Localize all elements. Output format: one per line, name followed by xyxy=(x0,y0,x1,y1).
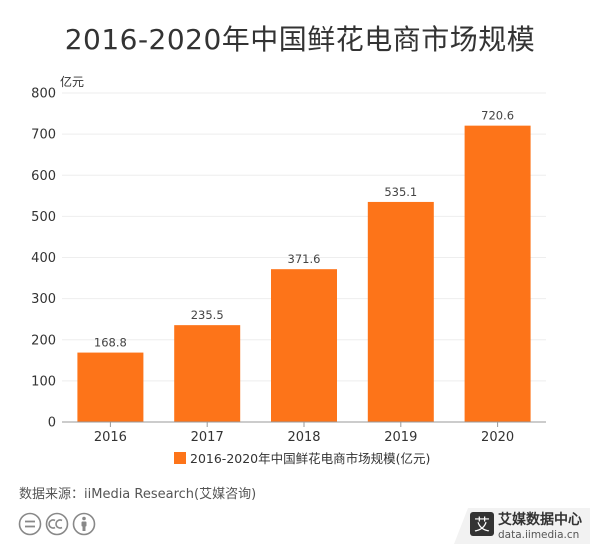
x-tick-label: 2018 xyxy=(287,430,320,445)
legend-label: 2016-2020年中国鲜花电商市场规模(亿元) xyxy=(190,451,430,466)
x-axis-ticks: 2016 2017 2018 2019 2020 xyxy=(94,422,514,445)
y-tick-label: 600 xyxy=(31,169,56,184)
x-tick-label: 2020 xyxy=(481,430,514,445)
brand-url: data.iimedia.cn xyxy=(498,529,579,541)
bars xyxy=(77,125,531,422)
brand-name: 艾媒数据中心 xyxy=(498,511,582,528)
creative-commons-icons xyxy=(18,512,96,536)
data-label: 720.6 xyxy=(481,109,514,123)
svg-text:艾: 艾 xyxy=(474,515,490,534)
bar-2020[interactable] xyxy=(464,125,531,422)
y-tick-label: 100 xyxy=(31,374,56,389)
y-tick-label: 500 xyxy=(31,210,56,225)
data-label: 235.5 xyxy=(191,308,224,322)
y-tick-label: 700 xyxy=(31,128,56,143)
equals-icon xyxy=(18,512,42,536)
bar-2019[interactable] xyxy=(367,201,434,422)
y-axis-ticks: 0 100 200 300 400 500 600 700 800 xyxy=(31,87,56,431)
y-tick-label: 400 xyxy=(31,251,56,266)
brand-mark-icon: 艾 xyxy=(470,512,494,536)
y-tick-label: 300 xyxy=(31,292,56,307)
y-tick-label: 200 xyxy=(31,333,56,348)
cc-icon xyxy=(45,512,69,536)
data-label: 535.1 xyxy=(384,185,417,199)
iimedia-brand-logo: 艾 艾媒数据中心 data.iimedia.cn xyxy=(454,508,590,544)
y-tick-label: 0 xyxy=(48,416,56,431)
bar-2016[interactable] xyxy=(77,352,144,422)
legend[interactable]: 2016-2020年中国鲜花电商市场规模(亿元) xyxy=(174,451,430,466)
source-note: 数据来源：iiMedia Research(艾媒咨询) xyxy=(19,487,257,502)
data-labels: 168.8 235.5 371.6 535.1 720.6 xyxy=(94,109,514,350)
x-tick-label: 2017 xyxy=(191,430,224,445)
bar-2018[interactable] xyxy=(271,269,337,422)
data-label: 371.6 xyxy=(288,252,321,266)
y-axis-label: 亿元 xyxy=(60,74,84,89)
x-tick-label: 2016 xyxy=(94,430,127,445)
y-tick-label: 800 xyxy=(31,87,56,102)
legend-swatch xyxy=(174,452,186,464)
bar-2017[interactable] xyxy=(174,325,241,422)
x-tick-label: 2019 xyxy=(384,430,417,445)
attribution-person-icon xyxy=(72,512,96,536)
chart-title: 2016-2020年中国鲜花电商市场规模 xyxy=(64,23,536,56)
data-label: 168.8 xyxy=(94,336,127,350)
